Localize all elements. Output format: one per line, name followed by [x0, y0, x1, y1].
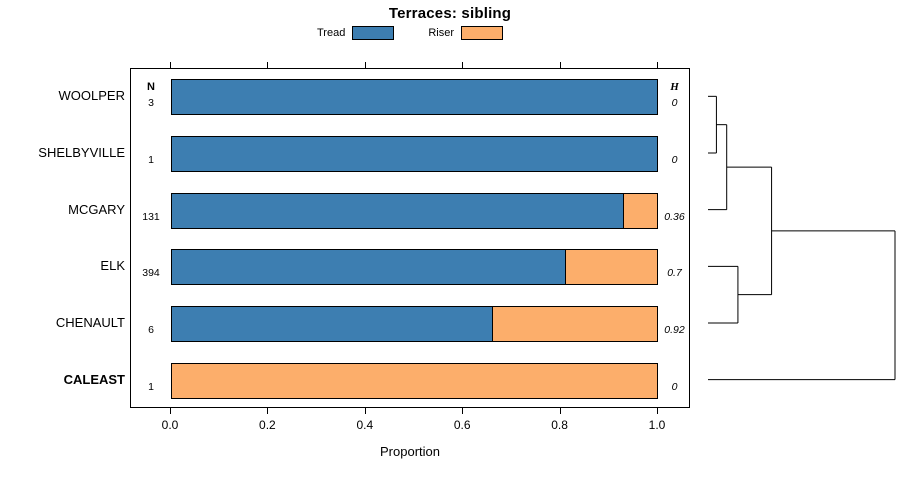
- h-value: 0: [671, 97, 678, 110]
- h-value: 0.92: [664, 324, 685, 336]
- n-value: 6: [148, 324, 154, 336]
- stacked-bar: [171, 192, 658, 229]
- axis-tick-bottom: [559, 408, 561, 414]
- dendrogram: [708, 95, 896, 381]
- stacked-bar: [171, 79, 658, 116]
- bar-segment-tread: [172, 307, 493, 341]
- h-value: 0: [671, 154, 678, 166]
- category-label: MCGARY: [68, 201, 125, 217]
- n-value: 394: [142, 267, 160, 280]
- stacked-bar: [171, 136, 658, 172]
- stacked-bar: [171, 306, 658, 342]
- category-label: CHENAULT: [55, 315, 125, 330]
- bar-segment-tread: [172, 80, 657, 115]
- legend-item-riser: Riser: [428, 26, 503, 40]
- axis-tick-bottom: [657, 408, 658, 414]
- category-label: SHELBYVILLE: [38, 145, 125, 160]
- h-value: 0: [671, 380, 678, 393]
- axis-tick-top: [462, 62, 464, 68]
- bar-segment-tread: [172, 193, 624, 228]
- n-value: 1: [148, 380, 154, 393]
- legend-swatch-riser: [461, 26, 503, 40]
- axis-tick-label: 0.2: [259, 418, 276, 432]
- axis-tick-bottom: [267, 408, 269, 414]
- plot-area: N H 3 0 1 0 131 0.36 394 0.7 6 0.92 1 0: [130, 68, 690, 408]
- legend-label-riser: Riser: [428, 27, 454, 39]
- axis-tick-bottom: [462, 408, 464, 414]
- axis-tick-top: [559, 62, 561, 68]
- axis-tick-top: [657, 62, 658, 68]
- axis-tick-top: [267, 62, 269, 68]
- h-column-header: H: [670, 81, 679, 93]
- bar-segment-riser: [492, 307, 657, 341]
- axis-tick-top: [364, 62, 366, 68]
- stacked-bar: [171, 249, 658, 286]
- n-value: 131: [142, 210, 160, 223]
- axis-tick-label: 1.0: [648, 418, 666, 432]
- n-column-header: N: [147, 81, 155, 93]
- bar-segment-tread: [172, 137, 657, 171]
- bar-segment-riser: [623, 193, 657, 228]
- x-axis-title: Proportion: [380, 444, 440, 459]
- h-value: 0.7: [667, 267, 682, 280]
- bar-segment-tread: [172, 250, 565, 285]
- n-value: 3: [148, 97, 154, 110]
- h-value: 0.36: [664, 210, 685, 223]
- axis-tick-label: 0.4: [356, 418, 374, 432]
- legend-label-tread: Tread: [317, 27, 346, 39]
- axis-tick-label: 0.8: [551, 418, 568, 432]
- category-label: ELK: [100, 258, 125, 274]
- axis-tick-top: [170, 62, 171, 68]
- stacked-bar: [171, 362, 658, 399]
- n-value: 1: [148, 154, 154, 166]
- axis-tick-bottom: [364, 408, 366, 414]
- bar-segment-riser: [172, 363, 657, 398]
- legend-swatch-tread: [352, 26, 395, 40]
- legend: Tread Riser: [130, 26, 690, 40]
- legend-item-tread: Tread: [317, 26, 395, 40]
- axis-tick-label: 0.0: [161, 418, 179, 432]
- chart-title: Terraces: sibling: [388, 5, 512, 22]
- category-label: WOOLPER: [58, 88, 125, 104]
- category-labels: WOOLPER SHELBYVILLE MCGARY ELK CHENAULT CALEA…: [0, 68, 125, 408]
- axis-tick-bottom: [170, 408, 171, 414]
- bar-segment-riser: [564, 250, 657, 285]
- axis-tick-label: 0.6: [453, 418, 471, 432]
- category-label: CALEAST: [63, 371, 125, 387]
